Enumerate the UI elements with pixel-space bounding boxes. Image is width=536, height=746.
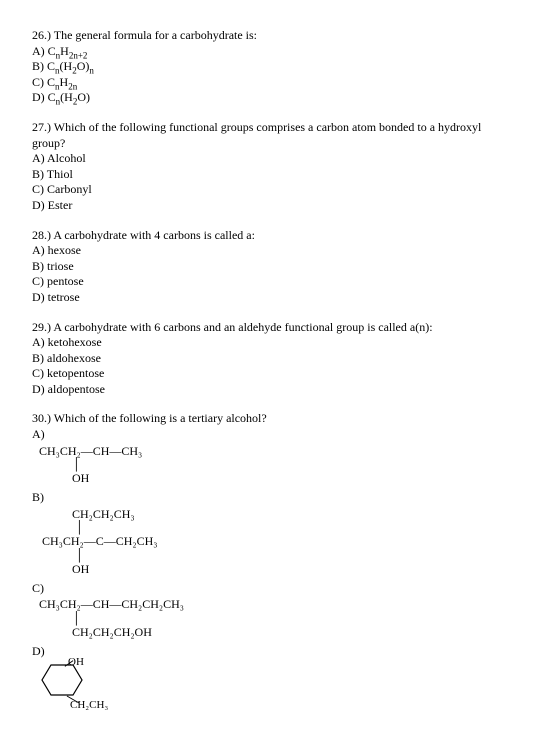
q28-option-d: D) tetrose [32,290,504,306]
q28-option-c: C) pentose [32,274,504,290]
q29-option-b: B) aldohexose [32,351,504,367]
q30-label-b: B) [32,490,504,506]
q28-option-b: B) triose [32,259,504,275]
q26-option-b: B) Cn(H2O)n [32,59,504,75]
q30-structure-d: OH CH₂CH₃ [40,661,84,704]
q26-option-c: C) CnH2n [32,75,504,91]
q30-label-a: A) [32,427,504,443]
q30-structure-b: CH₂CH₂CH₃ │ CH₃CH₂—C—CH₂CH₃ │ OH [36,508,504,577]
q30-structure-c: CH₃CH₂—CH—CH₂CH₂CH₃ │ CH₂CH₂CH₂OH [36,598,504,639]
q27-option-b: B) Thiol [32,167,504,183]
q29-text: 29.) A carbohydrate with 6 carbons and a… [32,320,504,336]
q27-text: 27.) Which of the following functional g… [32,120,504,151]
q28-option-a: A) hexose [32,243,504,259]
q26-option-d: D) Cn(H2O) [32,90,504,106]
q29-option-c: C) ketopentose [32,366,504,382]
q30-label-c: C) [32,581,504,597]
q29-option-a: A) ketohexose [32,335,504,351]
q27-option-d: D) Ester [32,198,504,214]
question-29: 29.) A carbohydrate with 6 carbons and a… [32,320,504,398]
question-30: 30.) Which of the following is a tertiar… [32,411,504,703]
q29-option-d: D) aldopentose [32,382,504,398]
q30-text: 30.) Which of the following is a tertiar… [32,411,504,427]
question-28: 28.) A carbohydrate with 4 carbons is ca… [32,228,504,306]
q30-structure-a: CH₃CH₂—CH—CH₃ │ OH [36,445,504,486]
q26-text: 26.) The general formula for a carbohydr… [32,28,504,44]
question-26: 26.) The general formula for a carbohydr… [32,28,504,106]
q30-label-d: D) [32,644,504,660]
q26-option-a: A) CnH2n+2 [32,44,504,60]
q30-d-oh: OH [68,655,84,669]
question-27: 27.) Which of the following functional g… [32,120,504,214]
q27-option-a: A) Alcohol [32,151,504,167]
q28-text: 28.) A carbohydrate with 4 carbons is ca… [32,228,504,244]
q27-option-c: C) Carbonyl [32,182,504,198]
